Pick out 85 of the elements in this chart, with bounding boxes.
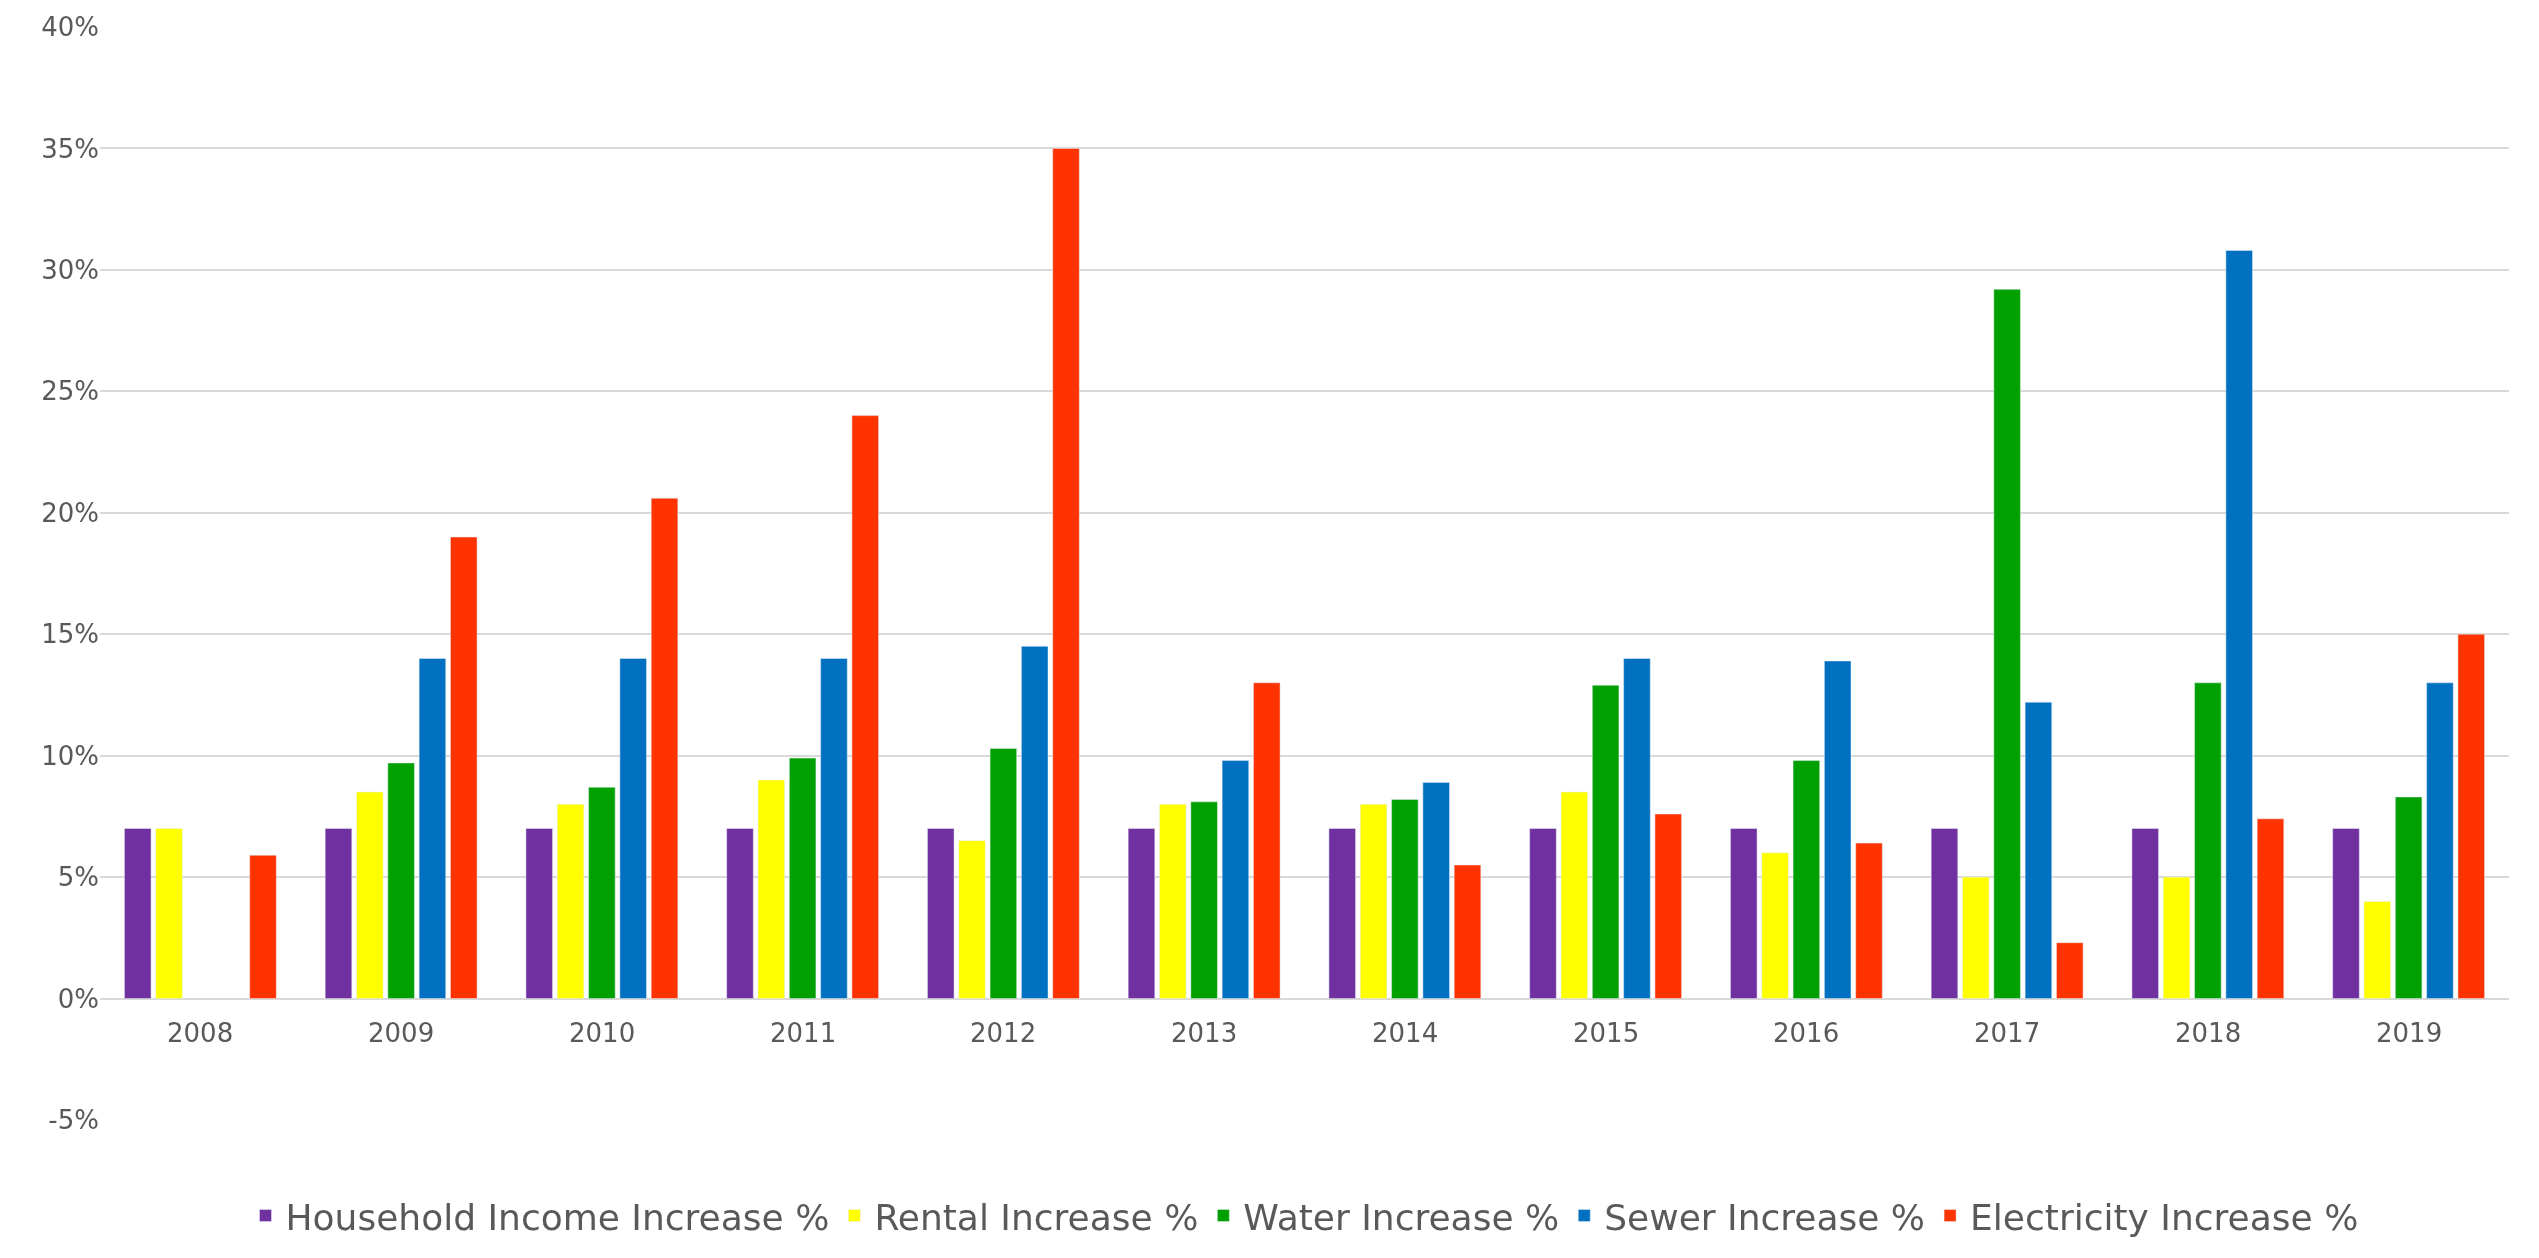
bar [1453, 864, 1482, 999]
x-tick-label: 2015 [1573, 1018, 1640, 1048]
legend-label: Rental Increase % [874, 1196, 1199, 1238]
bar [1529, 828, 1557, 999]
legend-label: Household Income Increase % [285, 1196, 830, 1238]
bar [789, 757, 817, 999]
bar [1930, 828, 1959, 999]
bar [1993, 289, 2021, 999]
y-tick-label: 10% [41, 740, 99, 771]
bar [2163, 876, 2191, 999]
bar [1623, 658, 1651, 999]
bar [2024, 701, 2052, 999]
bar [588, 786, 616, 999]
x-tick-label: 2018 [2175, 1018, 2242, 1048]
bar [1021, 646, 1049, 999]
x-tick-label: 2011 [770, 1018, 837, 1048]
bar [2457, 633, 2485, 999]
bar [619, 658, 647, 999]
bar [650, 497, 679, 999]
bar [851, 415, 879, 999]
legend-label: Water Increase % [1243, 1196, 1560, 1238]
y-tick-label: 0% [57, 983, 99, 1014]
y-tick-label: 25% [41, 376, 99, 407]
bar [2332, 828, 2360, 999]
bar [2256, 818, 2285, 999]
bar [1159, 803, 1187, 999]
bar [2395, 796, 2423, 999]
x-tick-label: 2009 [368, 1018, 435, 1048]
x-tick-label: 2019 [2376, 1018, 2443, 1048]
legend-label: Sewer Increase % [1604, 1196, 1926, 1238]
bar [1730, 828, 1758, 999]
bar [820, 658, 848, 999]
x-tick-label: 2010 [569, 1018, 636, 1048]
y-tick-label: -5% [48, 1105, 99, 1136]
bar [1855, 842, 1883, 999]
legend-label: Electricity Increase % [1970, 1196, 2359, 1238]
bar [1052, 148, 1080, 999]
bar [2225, 250, 2253, 999]
bar [1391, 799, 1419, 999]
bar [1253, 682, 1281, 999]
bar [2131, 828, 2159, 999]
bar [1592, 684, 1620, 999]
bar [1654, 813, 1682, 999]
y-tick-label: 15% [41, 619, 99, 650]
x-tick-label: 2008 [167, 1018, 234, 1048]
x-tick-label: 2016 [1773, 1018, 1840, 1048]
bar [450, 536, 478, 999]
x-tick-label: 2017 [1974, 1018, 2041, 1048]
bar [1328, 828, 1356, 999]
bar [525, 828, 553, 999]
bar [989, 748, 1017, 999]
bar [2363, 901, 2391, 999]
y-tick-label: 40% [41, 12, 99, 43]
bar [124, 828, 152, 999]
bar [757, 779, 785, 999]
bar [356, 791, 384, 999]
bar [1127, 828, 1156, 999]
bar [2056, 942, 2084, 999]
bar [1560, 791, 1588, 999]
bar [2194, 682, 2222, 999]
bar [1761, 852, 1789, 999]
y-tick-label: 20% [41, 497, 99, 528]
bar [557, 803, 585, 999]
y-tick-label: 30% [41, 254, 99, 285]
bar [2426, 682, 2454, 999]
bar [249, 855, 277, 999]
y-tick-label: 35% [41, 133, 99, 164]
bar [155, 828, 183, 999]
bar [1221, 760, 1249, 999]
bar [958, 840, 986, 999]
bar [1792, 760, 1820, 999]
bar [324, 828, 353, 999]
bar [418, 658, 446, 999]
y-tick-label: 5% [57, 862, 99, 893]
bar [1824, 660, 1852, 999]
x-tick-label: 2014 [1372, 1018, 1439, 1048]
bar [387, 762, 415, 999]
bar [927, 828, 955, 999]
x-tick-label: 2013 [1171, 1018, 1238, 1048]
bar [726, 828, 754, 999]
bar [1190, 801, 1218, 999]
bar [1962, 876, 1990, 999]
x-tick-label: 2012 [970, 1018, 1037, 1048]
bar [1360, 803, 1388, 999]
bar [1422, 782, 1450, 999]
